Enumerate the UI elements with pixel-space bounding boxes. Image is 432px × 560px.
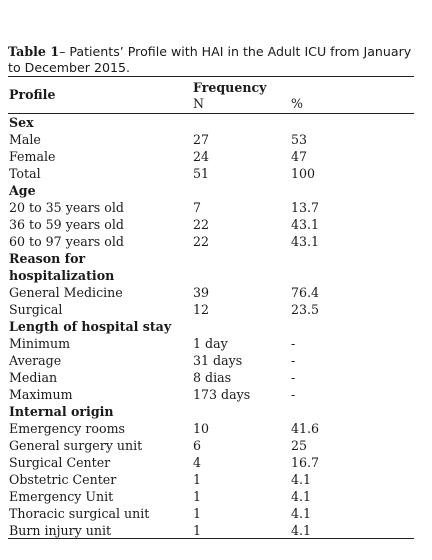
row-label: Total [9,166,41,181]
section-header-label: Length of hospital stay [9,319,172,334]
table-row: 20 to 35 years old 7 13.7 [9,199,414,216]
table-row: Average 31 days - [9,352,414,369]
row-percent: 47 [291,149,308,164]
row-frequency-n: 173 days [193,387,251,402]
table-caption-label: Table 1 [8,44,60,59]
row-label: Burn injury unit [9,523,112,538]
row-frequency-n: 24 [193,149,210,164]
column-header-percent: % [291,96,303,111]
row-label: Surgical Center [9,455,111,470]
table-row: Male 27 53 [9,131,414,148]
table-row: Minimum 1 day - [9,335,414,352]
row-frequency-n: 1 [193,523,202,538]
row-percent: 4.1 [291,523,312,538]
row-frequency-n: 1 [193,472,202,487]
table-row: Obstetric Center 1 4.1 [9,471,414,488]
row-frequency-n: 22 [193,217,210,232]
table-caption-text: – Patients’ Profile with HAI in the Adul… [8,44,412,75]
section-header-label: Sex [9,115,34,130]
section-header-label: Reason for hospitalization [9,251,115,283]
table-row: 36 to 59 years old 22 43.1 [9,216,414,233]
row-label: Female [9,149,56,164]
row-frequency-n: 31 days [193,353,243,368]
table-row: Total 51 100 [9,165,414,182]
row-percent: 76.4 [291,285,320,300]
table-row: 60 to 97 years old 22 43.1 [9,233,414,250]
table-caption: Table 1– Patients’ Profile with HAI in t… [8,44,420,76]
table-row: Emergency rooms 10 41.6 [9,420,414,437]
row-frequency-n: 39 [193,285,210,300]
section-header-label: Internal origin [9,404,114,419]
row-label: Male [9,132,41,147]
table-top-rule [8,76,414,77]
row-frequency-n: 51 [193,166,210,181]
table-row: General surgery unit 6 25 [9,437,414,454]
table-row: Surgical Center 4 16.7 [9,454,414,471]
row-percent: - [291,353,296,368]
row-percent: 43.1 [291,234,320,249]
table-bottom-rule [8,538,414,539]
row-percent: 41.6 [291,421,320,436]
row-frequency-n: 8 dias [193,370,232,385]
row-frequency-n: 12 [193,302,210,317]
row-frequency-n: 1 day [193,336,228,351]
row-percent: 43.1 [291,217,320,232]
row-percent: 4.1 [291,472,312,487]
section-header-label: Age [9,183,36,198]
table-row: Median 8 dias - [9,369,414,386]
row-percent: - [291,387,296,402]
section-header-row: Internal origin [9,403,414,420]
row-frequency-n: 22 [193,234,210,249]
row-label: 20 to 35 years old [9,200,124,215]
row-label: General Medicine [9,285,123,300]
row-percent: 13.7 [291,200,320,215]
column-header-profile: Profile [9,87,56,102]
row-frequency-n: 1 [193,506,202,521]
row-label: Surgical [9,302,63,317]
row-label: Maximum [9,387,73,402]
row-percent: - [291,370,296,385]
row-frequency-n: 1 [193,489,202,504]
table-header-rule [8,113,414,114]
column-header-frequency: Frequency [193,80,267,95]
row-percent: - [291,336,296,351]
row-frequency-n: 6 [193,438,202,453]
table-row: Burn injury unit 1 4.1 [9,522,414,539]
row-label: 36 to 59 years old [9,217,124,232]
row-frequency-n: 7 [193,200,202,215]
section-header-row: Reason for hospitalization [9,250,414,284]
table-row: Female 24 47 [9,148,414,165]
table-row: Surgical 12 23.5 [9,301,414,318]
table-row: Maximum 173 days - [9,386,414,403]
row-label: Emergency Unit [9,489,114,504]
row-percent: 16.7 [291,455,320,470]
table-body: Sex Male 27 53 Female 24 47 Total 51 100 Age 20 to … [9,114,414,539]
row-label: 60 to 97 years old [9,234,124,249]
row-label: Thoracic surgical unit [9,506,150,521]
row-frequency-n: 27 [193,132,210,147]
table-row: Emergency Unit 1 4.1 [9,488,414,505]
section-header-row: Sex [9,114,414,131]
row-percent: 4.1 [291,506,312,521]
row-label: Obstetric Center [9,472,117,487]
row-percent: 23.5 [291,302,320,317]
table-row: Thoracic surgical unit 1 4.1 [9,505,414,522]
row-percent: 4.1 [291,489,312,504]
column-header-n: N [193,96,205,111]
row-label: Minimum [9,336,71,351]
row-label: Average [9,353,62,368]
row-percent: 25 [291,438,308,453]
row-percent: 100 [291,166,316,181]
row-label: Median [9,370,58,385]
row-percent: 53 [291,132,308,147]
row-label: General surgery unit [9,438,143,453]
section-header-row: Length of hospital stay [9,318,414,335]
row-frequency-n: 4 [193,455,202,470]
row-label: Emergency rooms [9,421,125,436]
table-row: General Medicine 39 76.4 [9,284,414,301]
row-frequency-n: 10 [193,421,210,436]
section-header-row: Age [9,182,414,199]
